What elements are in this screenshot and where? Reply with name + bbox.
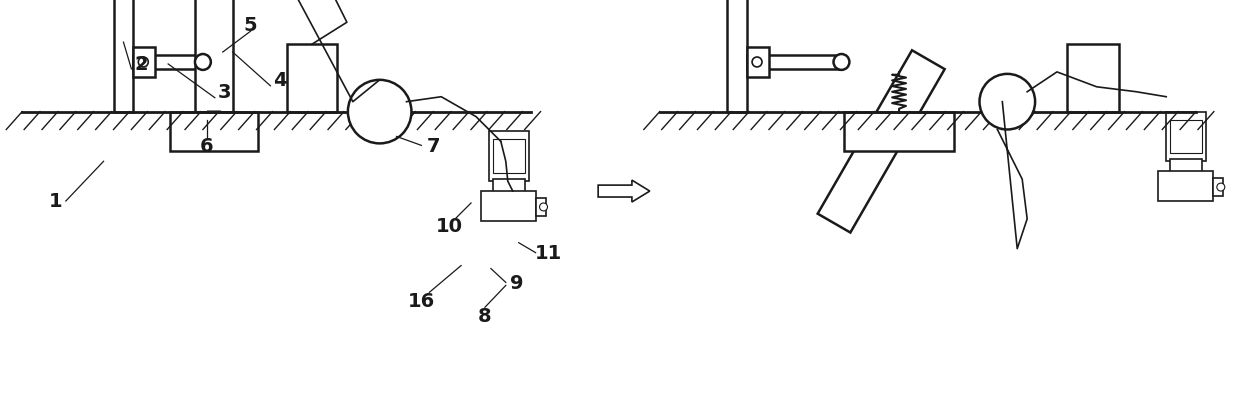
- FancyArrow shape: [598, 181, 649, 203]
- Circle shape: [752, 58, 762, 68]
- Bar: [727, 0, 747, 112]
- Bar: [747, 48, 769, 78]
- Bar: [747, 56, 841, 70]
- Bar: [845, 112, 954, 152]
- Text: 8: 8: [478, 306, 492, 325]
- Circle shape: [195, 55, 211, 71]
- Bar: [489, 132, 529, 182]
- Circle shape: [348, 81, 411, 144]
- Text: 7: 7: [426, 136, 440, 156]
- Circle shape: [1217, 184, 1225, 192]
- Polygon shape: [818, 51, 944, 233]
- Circle shape: [539, 203, 548, 211]
- Bar: [1213, 179, 1223, 196]
- Text: 2: 2: [135, 55, 149, 74]
- Bar: [493, 140, 524, 174]
- Bar: [170, 112, 258, 152]
- Circle shape: [139, 58, 149, 68]
- Text: 5: 5: [244, 16, 258, 34]
- Bar: [134, 48, 155, 78]
- Bar: [1170, 120, 1202, 154]
- Text: 6: 6: [199, 136, 213, 156]
- Text: 11: 11: [535, 243, 563, 263]
- Bar: [134, 56, 203, 70]
- Bar: [1067, 45, 1119, 112]
- Bar: [481, 192, 535, 221]
- Bar: [1166, 112, 1206, 162]
- Circle shape: [834, 55, 850, 71]
- Bar: [114, 0, 134, 112]
- Text: 4: 4: [274, 71, 287, 90]
- Bar: [195, 0, 233, 112]
- Bar: [493, 180, 524, 194]
- Circle shape: [980, 75, 1035, 130]
- Bar: [535, 198, 545, 217]
- Bar: [287, 45, 337, 112]
- Text: 1: 1: [50, 192, 63, 211]
- Text: 3: 3: [218, 83, 232, 102]
- Text: 10: 10: [436, 217, 462, 236]
- Text: 16: 16: [408, 291, 435, 310]
- Text: 9: 9: [510, 273, 523, 292]
- Bar: [1170, 160, 1202, 174]
- Bar: [1158, 172, 1213, 201]
